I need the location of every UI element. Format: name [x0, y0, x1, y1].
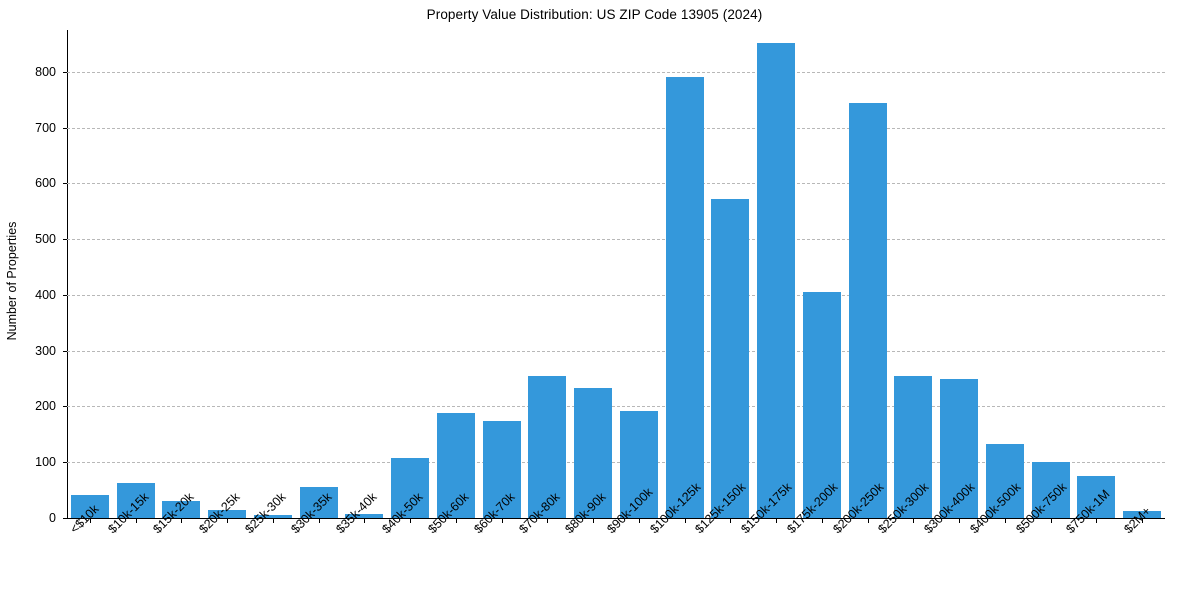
- bar[interactable]: [802, 291, 841, 518]
- x-tick-mark: [593, 518, 595, 523]
- x-tick-mark: [318, 518, 320, 523]
- x-tick-mark: [272, 518, 274, 523]
- x-tick-mark: [227, 518, 229, 523]
- x-tick-mark: [501, 518, 503, 523]
- y-tick-label: 500: [35, 232, 56, 247]
- y-tick-label: 0: [49, 511, 56, 525]
- x-tick-mark: [410, 518, 412, 523]
- y-gridline: [67, 294, 1165, 296]
- bar[interactable]: [1031, 461, 1070, 518]
- plot-area: [62, 30, 1165, 523]
- x-tick-mark: [364, 518, 366, 523]
- bar[interactable]: [894, 376, 933, 518]
- y-tick-label: 200: [35, 399, 56, 414]
- x-tick-mark: [1050, 518, 1052, 523]
- bar[interactable]: [1123, 511, 1162, 518]
- bar[interactable]: [162, 501, 201, 518]
- bar[interactable]: [299, 487, 338, 518]
- bar[interactable]: [482, 420, 521, 518]
- chart-title: Property Value Distribution: US ZIP Code…: [426, 7, 763, 22]
- x-tick-mark: [821, 518, 823, 523]
- x-tick-mark: [1096, 518, 1098, 523]
- y-tick-mark: [62, 350, 67, 352]
- bar[interactable]: [116, 483, 155, 518]
- y-gridline: [67, 239, 1165, 241]
- y-gridline: [67, 462, 1165, 464]
- bar[interactable]: [940, 378, 979, 518]
- y-tick-mark: [62, 462, 67, 464]
- bar[interactable]: [436, 413, 475, 518]
- bar[interactable]: [665, 76, 704, 518]
- x-tick-mark: [776, 518, 778, 523]
- x-tick-mark: [959, 518, 961, 523]
- y-gridline: [67, 127, 1165, 129]
- y-tick-mark: [62, 518, 67, 519]
- x-axis-spine: [67, 518, 1165, 520]
- y-gridline: [67, 71, 1165, 73]
- bar[interactable]: [528, 376, 567, 518]
- y-tick-label: 100: [35, 455, 56, 470]
- y-tick-label: 600: [35, 176, 56, 191]
- x-tick-mark: [638, 518, 640, 523]
- y-tick-mark: [62, 71, 67, 73]
- bar[interactable]: [1077, 475, 1116, 518]
- y-tick-mark: [62, 294, 67, 296]
- bar[interactable]: [711, 199, 750, 518]
- x-tick-mark: [913, 518, 915, 523]
- y-tick-label: 700: [35, 120, 56, 135]
- x-tick-mark: [1004, 518, 1006, 523]
- bar[interactable]: [70, 494, 109, 518]
- x-tick-mark: [89, 518, 91, 523]
- y-gridline: [67, 183, 1165, 185]
- x-tick-mark: [867, 518, 869, 523]
- x-tick-mark: [730, 518, 732, 523]
- y-tick-label: 300: [35, 343, 56, 358]
- x-tick-mark: [684, 518, 686, 523]
- bar[interactable]: [345, 513, 384, 518]
- y-tick-mark: [62, 239, 67, 241]
- bar[interactable]: [757, 43, 796, 518]
- bar[interactable]: [253, 514, 292, 518]
- bar[interactable]: [208, 509, 247, 518]
- y-tick-mark: [62, 406, 67, 408]
- x-tick-mark: [135, 518, 137, 523]
- y-tick-label: 800: [35, 64, 56, 79]
- x-tick-mark: [181, 518, 183, 523]
- y-gridline: [67, 406, 1165, 408]
- y-gridline: [67, 350, 1165, 352]
- y-tick-label: 400: [35, 287, 56, 302]
- bar[interactable]: [391, 457, 430, 518]
- y-tick-mark: [62, 127, 67, 129]
- x-tick-mark: [455, 518, 457, 523]
- x-tick-mark: [1142, 518, 1144, 523]
- y-tick-mark: [62, 183, 67, 185]
- bar[interactable]: [574, 388, 613, 518]
- bar[interactable]: [848, 102, 887, 518]
- bar[interactable]: [619, 411, 658, 518]
- y-axis-spine: [67, 30, 69, 519]
- x-tick-mark: [547, 518, 549, 523]
- bar[interactable]: [985, 444, 1024, 518]
